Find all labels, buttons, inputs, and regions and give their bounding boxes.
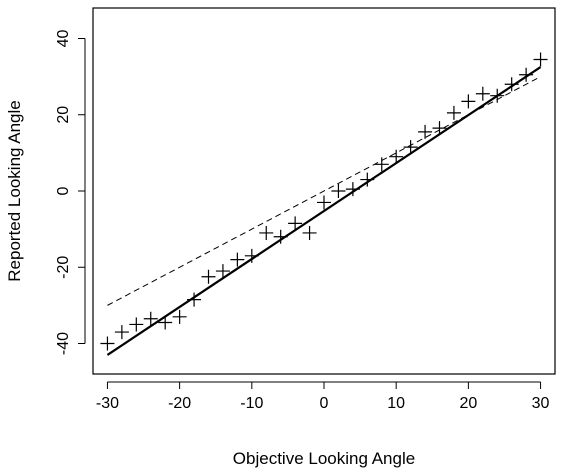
y-tick-label: 0: [55, 186, 72, 195]
x-tick-label: -20: [168, 395, 191, 412]
data-point: [129, 317, 144, 332]
data-point: [504, 77, 519, 92]
identity-line-dashed: [107, 76, 541, 306]
x-tick-label: 0: [320, 395, 329, 412]
data-point: [288, 216, 303, 231]
data-point: [533, 52, 548, 67]
data-point: [403, 140, 418, 155]
x-axis-label: Objective Looking Angle: [233, 449, 415, 468]
data-point: [360, 172, 375, 187]
data-point: [317, 195, 331, 210]
data-point: [230, 252, 245, 267]
data-point: [331, 184, 346, 198]
data-point: [374, 157, 389, 172]
y-tick-label: 40: [55, 30, 72, 48]
data-point: [100, 336, 115, 351]
data-points: [100, 52, 548, 351]
y-axis-label: Reported Looking Angle: [5, 100, 24, 281]
y-axis: -40 -20 0 20 40: [55, 30, 86, 355]
data-point: [302, 225, 317, 240]
data-point: [215, 264, 230, 279]
fit-lines: [106, 66, 542, 356]
data-point: [475, 86, 490, 101]
x-tick-label: 30: [532, 395, 550, 412]
regression-line-solid: [106, 66, 542, 356]
data-point: [172, 309, 187, 324]
data-point: [446, 105, 461, 120]
x-tick-label: 20: [459, 395, 477, 412]
data-point: [490, 88, 505, 103]
data-point: [432, 121, 447, 136]
x-tick-label: -30: [96, 395, 119, 412]
data-point: [244, 248, 259, 263]
data-point: [273, 229, 288, 244]
data-point: [345, 182, 360, 197]
plot-frame: [92, 7, 556, 375]
y-tick-label: 20: [55, 106, 72, 124]
data-point: [114, 325, 129, 340]
y-tick-label: -40: [55, 332, 72, 355]
data-point: [158, 315, 173, 330]
data-point: [187, 292, 202, 307]
data-point: [461, 94, 476, 109]
data-point: [201, 269, 216, 284]
x-axis: -30 -20 -10 0 10 20 30: [96, 381, 550, 412]
data-point: [143, 311, 158, 326]
data-point: [519, 67, 534, 82]
data-point: [418, 124, 433, 139]
y-tick-label: -20: [55, 256, 72, 279]
x-tick-label: -10: [240, 395, 263, 412]
data-point: [389, 149, 404, 164]
x-tick-label: 10: [387, 395, 405, 412]
data-point: [259, 225, 274, 240]
